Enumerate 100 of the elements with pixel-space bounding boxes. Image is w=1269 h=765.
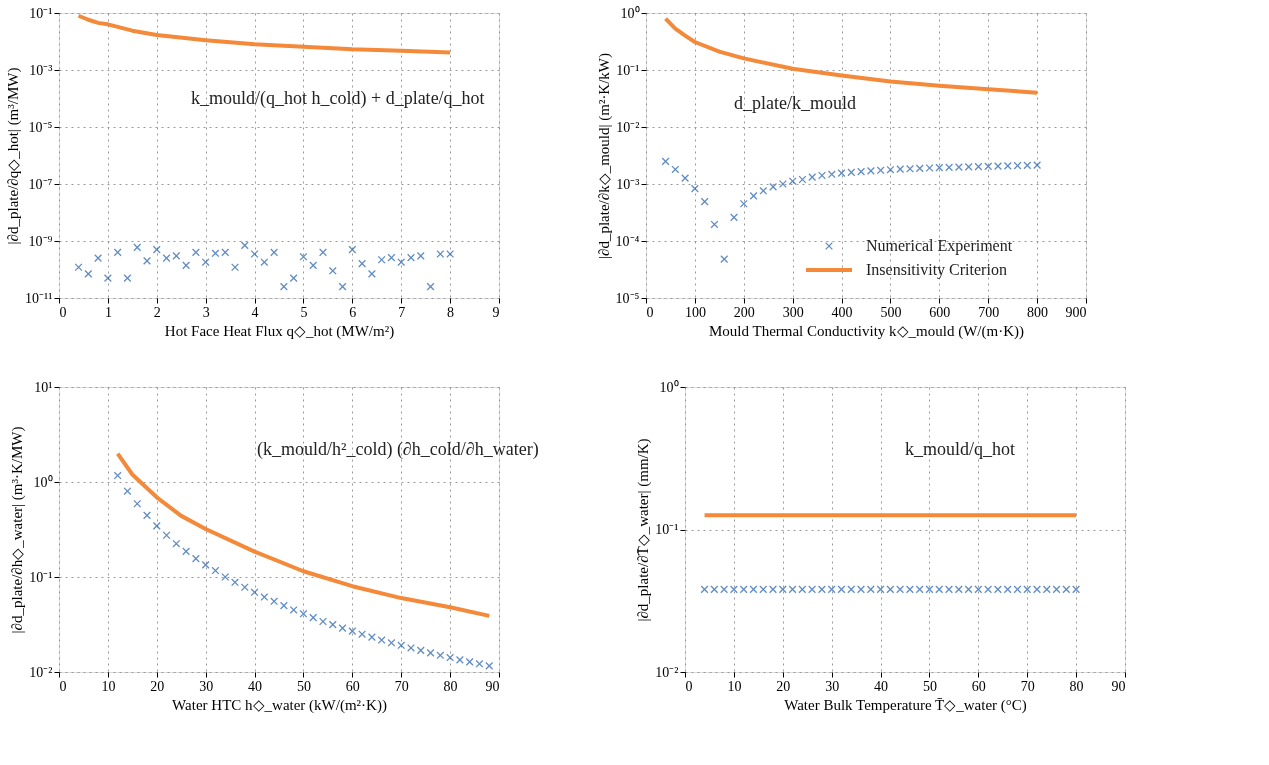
x-tick-label: 500 (880, 304, 902, 320)
x-tick-label: 9 (492, 304, 500, 320)
point (426, 648, 435, 657)
y-tick-label: 10⁻⁷ (28, 176, 53, 192)
x-axis-title: Hot Face Heat Flux q◇_hot (MW/m²) (164, 322, 395, 340)
x-tick-label: 40 (874, 678, 889, 694)
point (270, 248, 279, 257)
x-tick-label: 700 (978, 304, 1000, 320)
x-tick-label: 1 (104, 304, 112, 320)
point (876, 166, 885, 175)
point (299, 609, 308, 618)
x-tick-label: 4 (251, 304, 259, 320)
x-tick-label: 90 (1111, 678, 1126, 694)
annotation: k_mould/(q_hot h_cold) + d_plate/q_hot (191, 87, 485, 109)
point (407, 253, 415, 262)
x-tick-label: 5 (300, 304, 308, 320)
y-tick-label: 10⁻² (29, 664, 53, 680)
x-tick-label: 80 (1069, 678, 1084, 694)
point (700, 197, 709, 206)
x-tick-label: 80 (443, 678, 458, 694)
point (416, 251, 425, 260)
y-tick-label: 10⁻⁹ (28, 233, 53, 249)
point (671, 165, 680, 174)
x-axis-title: Water Bulk Temperature T̄◇_water (°C) (784, 696, 1027, 714)
x-tick-label: 0 (685, 678, 693, 694)
y-tick-label: 10⁻⁵ (28, 119, 53, 135)
point (191, 554, 200, 563)
point (436, 651, 445, 660)
point (720, 255, 729, 264)
legend-label: Insensitivity Criterion (866, 261, 1007, 279)
point (866, 166, 875, 175)
point (250, 588, 259, 597)
point (446, 249, 455, 258)
y-axis-title: |∂d_plate/∂q◇_hot| (m³/MW) (5, 67, 23, 245)
x-tick-label: 0 (59, 304, 67, 320)
x-tick-label: 8 (447, 304, 455, 320)
x-tick-label: 200 (733, 304, 755, 320)
x-tick-label: 70 (394, 678, 409, 694)
point (319, 248, 327, 257)
y-tick-label: 10⁻⁴ (615, 233, 640, 249)
x-axis-title: Mould Thermal Conductivity k◇_mould (W/(m·K)) (708, 322, 1025, 340)
y-tick-label: 10⁻¹ (655, 522, 679, 537)
x-tick-label: 400 (831, 304, 853, 320)
point (818, 171, 826, 180)
point (1023, 161, 1032, 170)
point (446, 653, 455, 662)
x-tick-label: 6 (349, 304, 357, 320)
point (221, 573, 230, 581)
point (935, 163, 944, 172)
point (730, 213, 738, 222)
legend-label: Numerical Experiment (866, 237, 1013, 255)
point (319, 617, 327, 626)
point (309, 613, 318, 622)
point (358, 259, 367, 268)
point (387, 638, 396, 647)
point (162, 254, 171, 263)
point (661, 157, 670, 166)
point (260, 258, 269, 267)
point (123, 274, 132, 283)
point (162, 531, 171, 540)
point (886, 165, 895, 174)
point (279, 601, 288, 610)
point (279, 282, 288, 291)
x-tick-label: 90 (485, 678, 500, 694)
point (191, 248, 200, 257)
y-tick-label: 10⁰ (33, 474, 53, 490)
point (964, 162, 973, 171)
point (260, 593, 269, 602)
point (201, 258, 210, 267)
point (710, 220, 719, 229)
point (769, 182, 778, 191)
x-axis-title: Water HTC h◇_water (kW/(m²·K)) (172, 696, 387, 714)
point (407, 643, 415, 652)
x-tick-label: 60 (971, 678, 986, 694)
point (690, 184, 699, 193)
point (94, 254, 103, 263)
point (152, 245, 161, 254)
point (231, 263, 239, 272)
point (749, 191, 758, 200)
point (231, 578, 239, 587)
x-tick-label: 30 (199, 678, 214, 694)
point (123, 487, 132, 496)
x-tick-label: 10 (101, 678, 116, 694)
point (465, 657, 474, 666)
point (974, 162, 983, 171)
x-tick-label: 2 (153, 304, 161, 320)
y-tick-label: 10⁻¹ (29, 569, 53, 585)
y-tick-label: 10⁻¹ (29, 5, 53, 21)
point (133, 243, 142, 252)
point (1033, 161, 1042, 170)
point (250, 249, 259, 258)
line-series (76, 13, 453, 55)
x-tick-label: 60 (345, 678, 360, 694)
annotation: (k_mould/h²_cold) (∂h_cold/∂h_water) (257, 438, 539, 460)
point (367, 633, 376, 642)
point (143, 511, 151, 520)
point (348, 627, 357, 636)
point (309, 261, 318, 270)
point (201, 560, 210, 569)
point (759, 186, 768, 195)
